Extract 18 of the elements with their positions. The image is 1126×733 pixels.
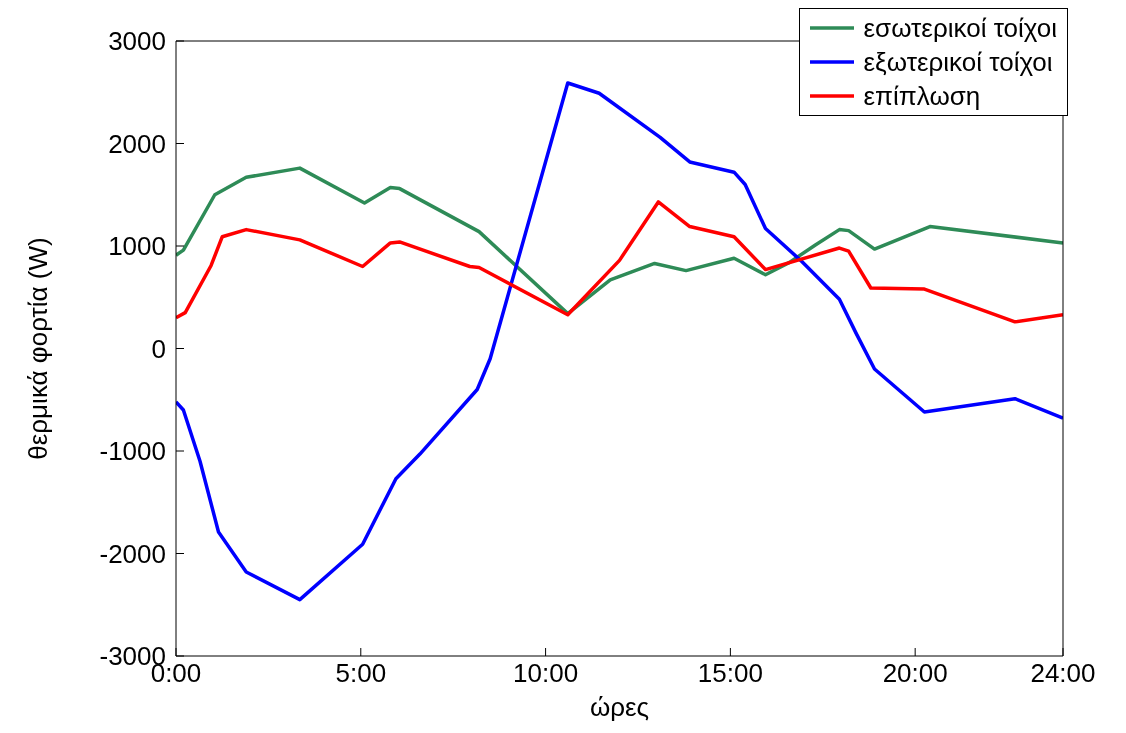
y-tick-label: -2000 bbox=[99, 538, 166, 569]
legend-label: εσωτερικοί τοίχοι bbox=[863, 12, 1057, 45]
y-tick-label: 3000 bbox=[108, 26, 166, 57]
legend-label: εξωτερικοί τοίχοι bbox=[863, 46, 1053, 79]
y-tick-label: 0 bbox=[151, 333, 166, 364]
line-series bbox=[176, 81, 1063, 602]
y-tick-label: 2000 bbox=[108, 128, 166, 159]
x-tick-label: 15:00 bbox=[697, 658, 763, 689]
x-axis-title: ώρες bbox=[589, 692, 650, 722]
x-tick-label: 5:00 bbox=[335, 658, 387, 689]
x-tick-label: 10:00 bbox=[513, 658, 579, 689]
x-tick-label: 24:00 bbox=[1030, 658, 1096, 689]
line-series bbox=[176, 200, 1063, 324]
y-tick-label: -1000 bbox=[99, 436, 166, 467]
y-axis-title: θερμικά φορτία (W) bbox=[23, 237, 54, 460]
legend-label: επίπλωση bbox=[863, 80, 981, 113]
y-tick-label: 1000 bbox=[108, 231, 166, 262]
x-tick-label: 20:00 bbox=[882, 658, 948, 689]
